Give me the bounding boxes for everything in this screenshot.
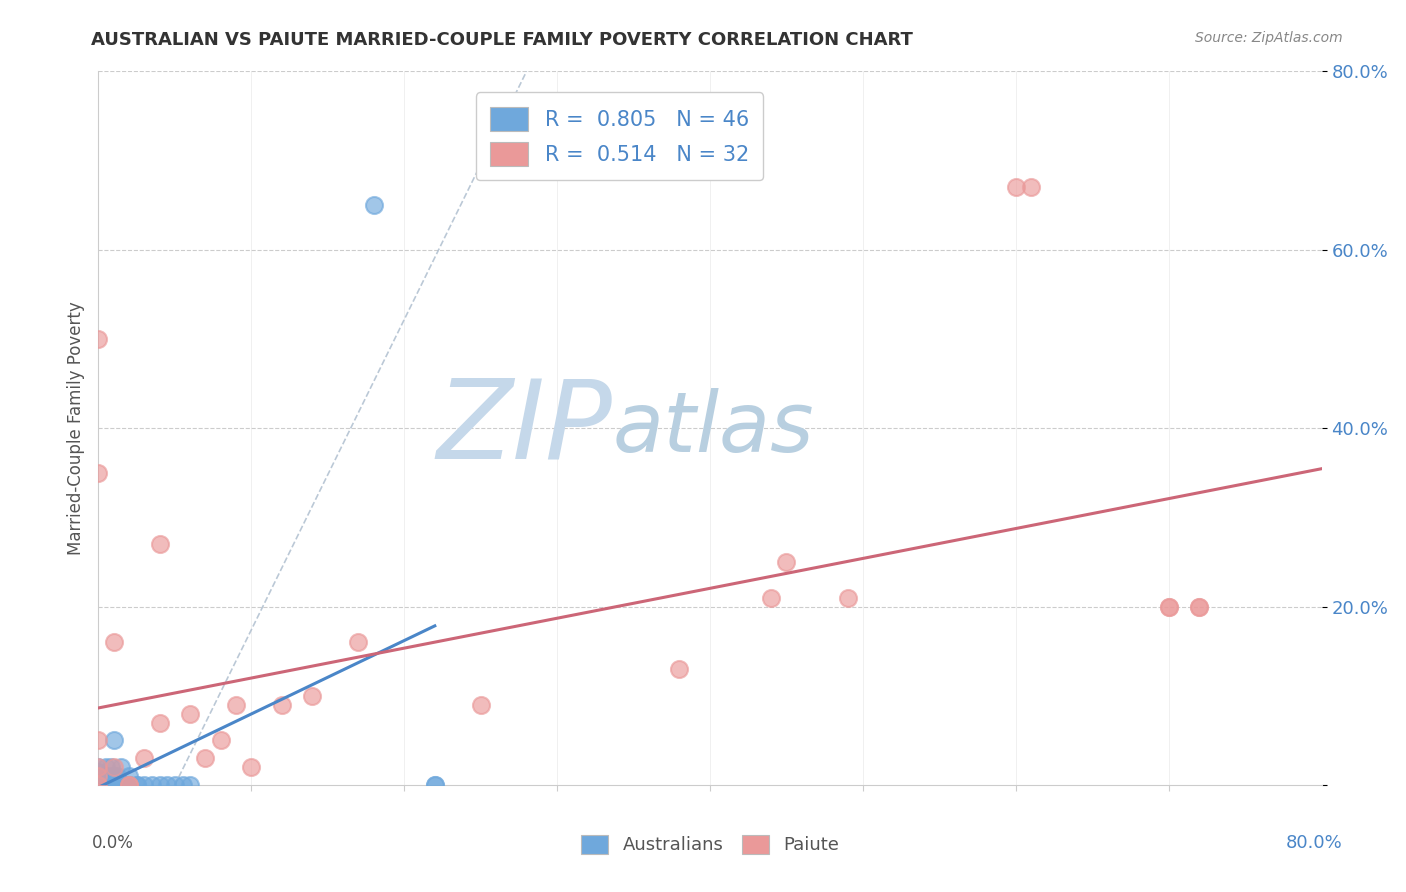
Point: [118, 778, 141, 792]
Point: [172, 778, 194, 792]
Point: [87, 778, 110, 792]
Point: [94, 778, 117, 792]
Point: [149, 537, 172, 551]
Y-axis label: Married-Couple Family Poverty: Married-Couple Family Poverty: [66, 301, 84, 555]
Point: [94, 769, 117, 783]
Point: [134, 778, 156, 792]
Point: [94, 778, 117, 792]
Point: [668, 662, 690, 676]
Point: [103, 760, 125, 774]
Point: [103, 733, 125, 747]
Point: [103, 769, 125, 783]
Point: [270, 698, 292, 712]
Text: atlas: atlas: [612, 388, 814, 468]
Point: [225, 698, 247, 712]
Point: [156, 778, 179, 792]
Text: 0.0%: 0.0%: [91, 834, 134, 852]
Point: [87, 778, 110, 792]
Point: [87, 778, 110, 792]
Point: [423, 778, 446, 792]
Text: ZIP: ZIP: [436, 375, 612, 482]
Point: [1188, 599, 1211, 614]
Point: [1004, 180, 1026, 194]
Point: [470, 698, 492, 712]
Point: [1157, 599, 1180, 614]
Point: [125, 778, 148, 792]
Point: [87, 778, 110, 792]
Text: Source: ZipAtlas.com: Source: ZipAtlas.com: [1195, 31, 1343, 45]
Point: [87, 778, 110, 792]
Point: [149, 715, 172, 730]
Point: [141, 778, 163, 792]
Text: 80.0%: 80.0%: [1286, 834, 1343, 852]
Point: [87, 760, 110, 774]
Point: [87, 769, 110, 783]
Point: [134, 751, 156, 765]
Point: [1157, 599, 1180, 614]
Point: [87, 332, 110, 346]
Point: [179, 706, 201, 721]
Point: [775, 555, 797, 569]
Point: [100, 778, 122, 792]
Point: [87, 733, 110, 747]
Point: [105, 769, 128, 783]
Point: [87, 778, 110, 792]
Point: [87, 778, 110, 792]
Point: [179, 778, 201, 792]
Legend: Australians, Paiute: Australians, Paiute: [574, 828, 846, 862]
Point: [837, 591, 859, 605]
Point: [1188, 599, 1211, 614]
Point: [87, 466, 110, 480]
Point: [759, 591, 782, 605]
Point: [87, 769, 110, 783]
Point: [125, 778, 148, 792]
Point: [87, 778, 110, 792]
Point: [94, 778, 117, 792]
Point: [103, 635, 125, 649]
Point: [94, 760, 117, 774]
Point: [423, 778, 446, 792]
Point: [105, 778, 128, 792]
Point: [363, 198, 385, 212]
Point: [100, 778, 122, 792]
Point: [163, 778, 186, 792]
Point: [110, 778, 132, 792]
Point: [149, 778, 172, 792]
Point: [87, 764, 110, 779]
Point: [1019, 180, 1042, 194]
Point: [110, 760, 132, 774]
Point: [103, 778, 125, 792]
Point: [103, 778, 125, 792]
Point: [209, 733, 232, 747]
Point: [194, 751, 217, 765]
Point: [87, 773, 110, 788]
Text: AUSTRALIAN VS PAIUTE MARRIED-COUPLE FAMILY POVERTY CORRELATION CHART: AUSTRALIAN VS PAIUTE MARRIED-COUPLE FAMI…: [91, 31, 914, 49]
Point: [118, 778, 141, 792]
Point: [87, 778, 110, 792]
Point: [100, 769, 122, 783]
Point: [301, 689, 323, 703]
Point: [118, 778, 141, 792]
Point: [87, 778, 110, 792]
Point: [347, 635, 370, 649]
Point: [118, 769, 141, 783]
Point: [100, 760, 122, 774]
Point: [240, 760, 263, 774]
Point: [87, 760, 110, 774]
Point: [118, 778, 141, 792]
Point: [87, 778, 110, 792]
